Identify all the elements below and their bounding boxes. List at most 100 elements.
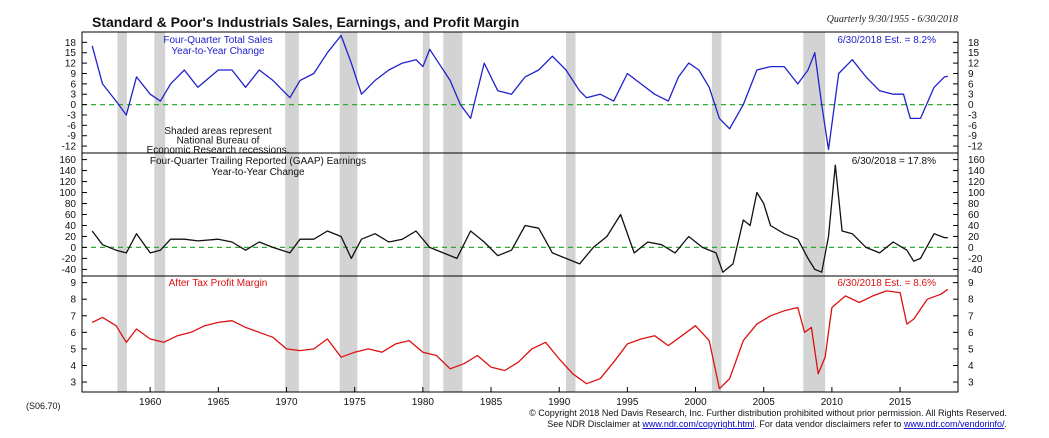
footer-disclaimer-mid: . For data vendor disclaimers refer to: [754, 419, 904, 429]
series-line-sales: [91, 34, 948, 151]
y-tick-label-left-margin: 4: [70, 361, 76, 372]
recession-band-earnings-1: [154, 153, 166, 276]
recession-band-sales-3: [339, 32, 358, 153]
y-tick-label-right-margin: 4: [968, 361, 974, 372]
y-tick-label-right-sales: 15: [968, 48, 980, 59]
recession-band-sales-8: [803, 32, 826, 153]
y-tick-label-right-earnings: -40: [968, 265, 983, 276]
y-tick-label-right-sales: 6: [968, 79, 974, 90]
y-tick-label-right-sales: -12: [968, 142, 983, 153]
y-tick-label-left-earnings: -40: [62, 265, 77, 276]
y-tick-label-left-sales: 15: [65, 48, 77, 59]
series-line-margin: [91, 288, 949, 390]
y-tick-label-left-earnings: 60: [65, 210, 77, 221]
y-tick-label-right-earnings: 160: [968, 155, 985, 166]
y-tick-label-left-margin: 7: [70, 311, 76, 322]
y-tick-label-right-margin: 6: [968, 328, 974, 339]
y-tick-label-left-earnings: 140: [59, 166, 76, 177]
recession-band-margin-1: [154, 276, 166, 392]
recession-note-line: Shaded areas represent: [164, 126, 272, 137]
y-tick-label-left-margin: 3: [70, 378, 76, 389]
recession-band-sales-7: [711, 32, 722, 153]
recession-band-sales-1: [154, 32, 166, 153]
footer-link-vendorinfo[interactable]: www.ndr.com/vendorinfo/: [903, 419, 1005, 429]
footer-disclaimer-pre: See NDR Disclaimer at: [547, 419, 642, 429]
y-tick-label-left-margin: 6: [70, 328, 76, 339]
y-tick-label-right-sales: 0: [968, 100, 974, 111]
recession-band-margin-8: [803, 276, 826, 392]
recession-band-margin-6: [566, 276, 576, 392]
y-tick-label-left-earnings: 20: [65, 232, 77, 243]
y-tick-label-left-margin: 8: [70, 295, 76, 306]
y-tick-label-right-margin: 8: [968, 295, 974, 306]
panel-annotation-earnings: 6/30/2018 = 17.8%: [852, 156, 936, 167]
recession-band-earnings-5: [443, 153, 463, 276]
recession-band-margin-7: [711, 276, 722, 392]
recession-band-sales-5: [443, 32, 463, 153]
y-tick-label-right-margin: 9: [968, 278, 974, 289]
y-tick-label-right-margin: 3: [968, 378, 974, 389]
x-tick-label: 1990: [548, 397, 571, 408]
chart-title: Standard & Poor's Industrials Sales, Ear…: [92, 14, 519, 30]
y-tick-label-right-margin: 7: [968, 311, 974, 322]
recession-band-margin-5: [443, 276, 463, 392]
x-tick-label: 1985: [480, 397, 503, 408]
recession-band-earnings-6: [566, 153, 576, 276]
y-tick-label-left-sales: 18: [65, 38, 77, 49]
recession-note-line: Economic Research recessions.: [147, 145, 290, 156]
panel-annotation-sales: 6/30/2018 Est. = 8.2%: [837, 35, 936, 46]
x-tick-label: 2000: [684, 397, 707, 408]
y-tick-label-left-sales: -9: [67, 131, 76, 142]
y-tick-label-right-earnings: -20: [968, 254, 983, 265]
y-tick-label-left-sales: 9: [70, 69, 76, 80]
panel-title-sales: Four-Quarter Total Sales: [163, 35, 272, 46]
y-tick-label-left-earnings: 80: [65, 199, 77, 210]
y-tick-label-left-margin: 5: [70, 344, 76, 355]
y-tick-label-right-sales: 12: [968, 59, 980, 70]
recession-band-margin-0: [117, 276, 127, 392]
recession-band-earnings-8: [803, 153, 826, 276]
panel-frame-margin: [81, 275, 959, 393]
x-tick-label: 1960: [139, 397, 162, 408]
panel-subtitle-sales: Year-to-Year Change: [171, 46, 265, 57]
recession-band-margin-3: [339, 276, 358, 392]
recession-band-earnings-7: [711, 153, 722, 276]
chart-period: Quarterly 9/30/1955 - 6/30/2018: [827, 14, 958, 25]
y-tick-label-right-earnings: 20: [968, 232, 980, 243]
x-tick-label: 2010: [821, 397, 844, 408]
y-tick-label-right-earnings: 40: [968, 221, 980, 232]
y-tick-label-right-sales: -3: [968, 110, 977, 121]
x-tick-label: 1965: [207, 397, 230, 408]
recession-band-sales-4: [422, 32, 430, 153]
y-tick-label-right-sales: -6: [968, 121, 977, 132]
y-tick-label-left-earnings: 160: [59, 155, 76, 166]
footer-copyright: © Copyright 2018 Ned Davis Research, Inc…: [529, 408, 1007, 418]
footer-link-copyright[interactable]: www.ndr.com/copyright.html: [641, 419, 754, 429]
x-tick-label: 2015: [889, 397, 912, 408]
recession-band-sales-6: [566, 32, 576, 153]
series-line-earnings: [91, 164, 948, 273]
y-tick-label-left-margin: 9: [70, 278, 76, 289]
recession-band-earnings-0: [117, 153, 127, 276]
y-tick-label-right-margin: 5: [968, 344, 974, 355]
y-tick-label-left-sales: 0: [70, 100, 76, 111]
y-tick-label-left-earnings: 0: [70, 243, 76, 254]
y-tick-label-left-sales: -6: [67, 121, 76, 132]
y-tick-label-right-earnings: 60: [968, 210, 980, 221]
y-tick-label-left-sales: 3: [70, 90, 76, 101]
recession-band-margin-2: [285, 276, 299, 392]
y-tick-label-left-earnings: 40: [65, 221, 77, 232]
y-tick-label-right-sales: 3: [968, 90, 974, 101]
panel-margin: 3 3 4 4 5 5 6 6 7 7 8 8 9 9 After Tax Profit Margin 6/3…: [70, 275, 974, 393]
y-tick-label-right-sales: -9: [968, 131, 977, 142]
panel-title-earnings: Four-Quarter Trailing Reported (GAAP) Ea…: [150, 156, 366, 167]
y-tick-label-left-sales: -12: [62, 142, 77, 153]
y-tick-label-left-earnings: 120: [59, 177, 76, 188]
y-tick-label-left-earnings: 100: [59, 188, 76, 199]
y-tick-label-right-earnings: 0: [968, 243, 974, 254]
y-tick-label-left-sales: -3: [67, 110, 76, 121]
x-tick-label: 1970: [275, 397, 298, 408]
